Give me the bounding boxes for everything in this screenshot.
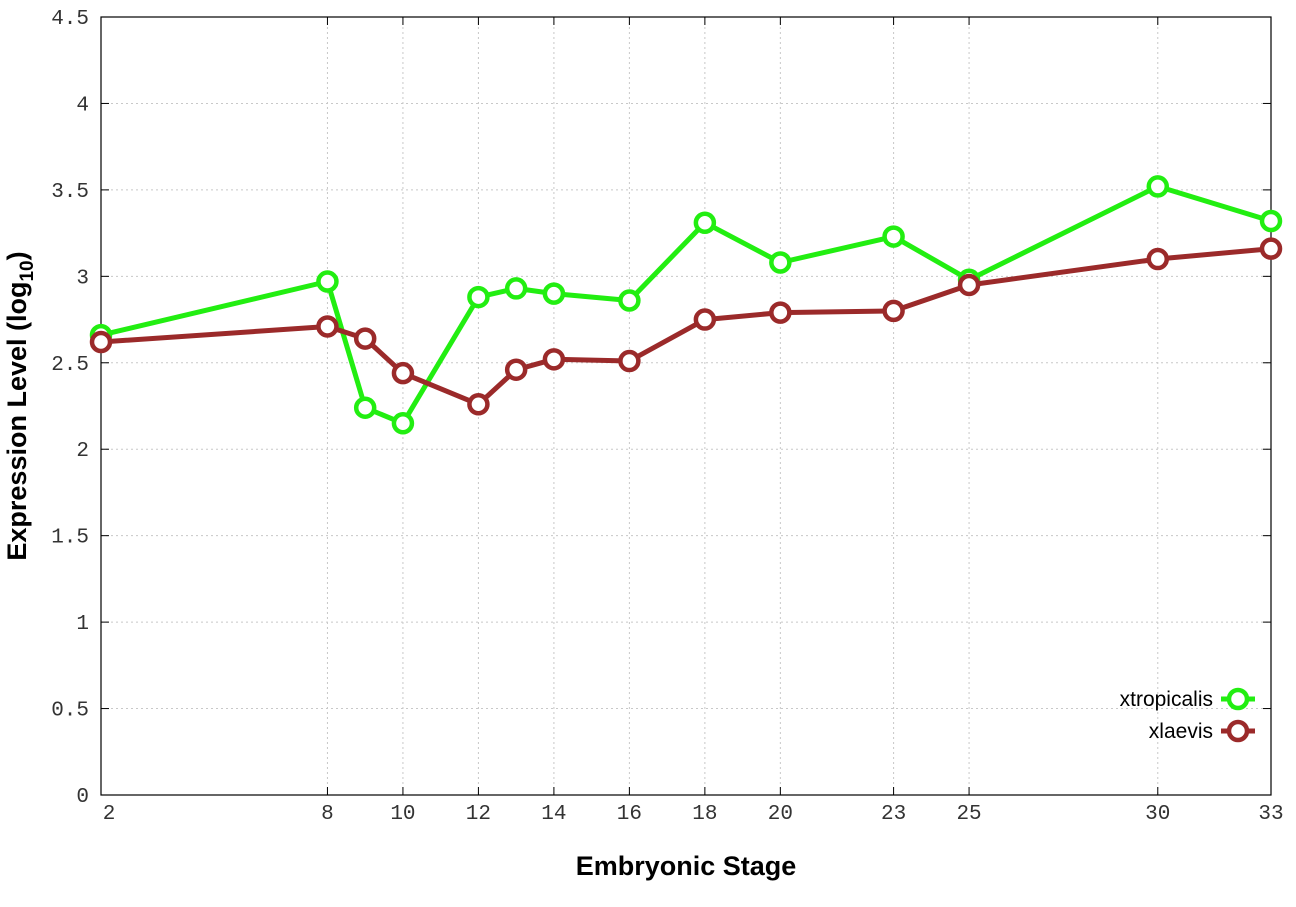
data-point bbox=[316, 270, 339, 293]
legend-swatch-marker bbox=[1226, 719, 1250, 743]
data-point bbox=[1259, 209, 1283, 233]
data-point bbox=[467, 285, 490, 309]
data-point bbox=[1259, 237, 1283, 260]
y-tick-label: 4 bbox=[76, 94, 89, 117]
x-tick-label: 12 bbox=[466, 803, 491, 826]
data-point bbox=[1146, 175, 1170, 198]
y-tick-label: 2.5 bbox=[51, 354, 89, 377]
data-point bbox=[504, 358, 528, 381]
data-point bbox=[316, 315, 339, 338]
data-point bbox=[542, 348, 566, 371]
data-point bbox=[618, 349, 641, 373]
legend-label: xlaevis bbox=[1149, 720, 1213, 743]
x-tick-label: 2 bbox=[103, 803, 116, 826]
y-tick-label: 3.5 bbox=[51, 181, 89, 204]
data-point bbox=[542, 282, 566, 305]
x-tick-label: 33 bbox=[1258, 803, 1283, 826]
data-point bbox=[882, 225, 905, 248]
data-point bbox=[353, 327, 377, 350]
x-tick-label: 8 bbox=[321, 803, 334, 826]
data-point bbox=[769, 251, 792, 274]
data-point bbox=[957, 273, 981, 297]
y-tick-label: 1 bbox=[76, 613, 89, 636]
series-xlaevis bbox=[89, 237, 1283, 416]
plot-frame bbox=[100, 16, 1272, 796]
x-axis-title: Embryonic Stage bbox=[576, 851, 797, 881]
x-tick-label: 14 bbox=[541, 803, 566, 826]
data-point bbox=[391, 361, 415, 385]
y-axis-title: Expression Level (log10) bbox=[2, 251, 38, 560]
data-point bbox=[391, 412, 415, 435]
y-tick-label: 3 bbox=[76, 267, 89, 290]
series-xtropicalis bbox=[89, 175, 1283, 435]
y-tick-label: 1.5 bbox=[51, 527, 89, 550]
x-tick-label: 10 bbox=[390, 803, 415, 826]
data-point bbox=[693, 211, 717, 234]
legend-label: xtropicalis bbox=[1120, 688, 1213, 711]
y-tick-label: 0 bbox=[76, 786, 89, 809]
series-line bbox=[100, 246, 1272, 407]
legend: xtropicalis xlaevis bbox=[1120, 687, 1255, 743]
data-point bbox=[882, 299, 905, 323]
legend-swatch-marker bbox=[1226, 687, 1250, 711]
grid bbox=[101, 17, 1271, 795]
legend-entry-xtropicalis: xtropicalis bbox=[1120, 687, 1255, 711]
x-tick-label: 30 bbox=[1145, 803, 1170, 826]
y-tick-label: 0.5 bbox=[51, 700, 89, 723]
x-tick-label: 25 bbox=[956, 803, 981, 826]
data-point bbox=[618, 289, 641, 312]
data-point bbox=[504, 277, 528, 300]
x-tick-label: 18 bbox=[692, 803, 717, 826]
legend-entry-xlaevis: xlaevis bbox=[1149, 719, 1255, 743]
x-tick-label: 23 bbox=[881, 803, 906, 826]
axis-ticks: 0 0.5 1 1.5 2 2.5 3 3.5 4 4.5 2 8 10 12 14 16 18 20 23 25 30… bbox=[51, 8, 1283, 826]
data-point bbox=[693, 308, 717, 331]
data-point bbox=[769, 301, 792, 324]
data-point bbox=[1146, 247, 1170, 271]
x-tick-label: 20 bbox=[768, 803, 793, 826]
series-group bbox=[89, 175, 1283, 435]
x-tick-label: 16 bbox=[617, 803, 642, 826]
y-tick-label: 2 bbox=[76, 440, 89, 463]
data-point bbox=[467, 393, 490, 416]
data-point bbox=[89, 330, 113, 354]
series-line bbox=[100, 183, 1272, 426]
data-point bbox=[353, 396, 377, 419]
y-tick-label: 4.5 bbox=[51, 8, 89, 31]
